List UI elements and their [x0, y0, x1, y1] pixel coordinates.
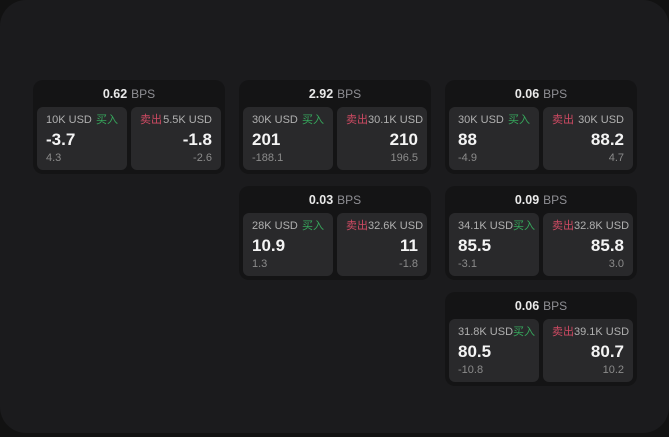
quote-card-4: 0.03 BPS 28K USD 买入 10.9 1.3 卖出 32.6K US…: [239, 186, 431, 280]
sell-price: 210: [389, 130, 418, 149]
sell-amount: 32.6K USD: [368, 220, 424, 232]
buy-sub-value: -3.1: [458, 258, 477, 270]
card-body: 30K USD 买入 88 -4.9 卖出 30K USD 88.2 4.7: [445, 107, 637, 174]
sell-side-label: 卖出: [140, 114, 162, 126]
sell-amount: 30.1K USD: [368, 114, 424, 126]
buy-side-label: 买入: [302, 220, 324, 232]
bps-header: 0.62 BPS: [33, 80, 225, 107]
buy-price: 201: [252, 130, 281, 149]
bps-header: 0.06 BPS: [445, 80, 637, 107]
buy-side-label: 买入: [302, 114, 324, 126]
sell-sub-value: 10.2: [602, 364, 624, 376]
buy-side-label: 买入: [96, 114, 118, 126]
sell-sub-value: 4.7: [608, 152, 624, 164]
sell-price: 85.8: [590, 236, 624, 255]
card-body: 31.8K USD 买入 80.5 -10.8 卖出 39.1K USD 80.…: [445, 319, 637, 386]
bps-value: 2.92: [308, 86, 334, 101]
bps-unit-label: BPS: [131, 86, 156, 101]
buy-amount: 30K USD: [252, 114, 298, 126]
quote-card-grid: 0.62 BPS 10K USD 买入 -3.7 4.3 卖出 5.5K USD: [33, 80, 637, 386]
buy-amount: 28K USD: [252, 220, 298, 232]
buy-price: 88: [458, 130, 477, 149]
sell-side-label: 卖出: [346, 220, 368, 232]
sell-panel[interactable]: 卖出 30.1K USD 210 196.5: [337, 107, 427, 170]
card-body: 34.1K USD 买入 85.5 -3.1 卖出 32.8K USD 85.8…: [445, 213, 637, 280]
sell-panel[interactable]: 卖出 32.6K USD 11 -1.8: [337, 213, 427, 276]
sell-amount: 32.8K USD: [574, 220, 630, 232]
bps-header: 0.09 BPS: [445, 186, 637, 213]
buy-panel[interactable]: 30K USD 买入 201 -188.1: [243, 107, 333, 170]
buy-amount: 10K USD: [46, 114, 92, 126]
buy-panel[interactable]: 34.1K USD 买入 85.5 -3.1: [449, 213, 539, 276]
quote-card-1: 0.62 BPS 10K USD 买入 -3.7 4.3 卖出 5.5K USD: [33, 80, 225, 174]
card-body: 28K USD 买入 10.9 1.3 卖出 32.6K USD 11 -1.8: [239, 213, 431, 280]
sell-price: -1.8: [182, 130, 212, 149]
buy-panel[interactable]: 30K USD 买入 88 -4.9: [449, 107, 539, 170]
bps-unit-label: BPS: [543, 192, 568, 207]
buy-amount: 34.1K USD: [458, 220, 514, 232]
sell-panel[interactable]: 卖出 30K USD 88.2 4.7: [543, 107, 633, 170]
buy-price: 80.5: [458, 342, 492, 361]
buy-sub-value: -188.1: [252, 152, 284, 164]
sell-panel[interactable]: 卖出 5.5K USD -1.8 -2.6: [131, 107, 221, 170]
buy-amount: 31.8K USD: [458, 326, 514, 338]
buy-amount: 30K USD: [458, 114, 504, 126]
sell-panel[interactable]: 卖出 32.8K USD 85.8 3.0: [543, 213, 633, 276]
sell-side-label: 卖出: [552, 114, 574, 126]
bps-unit-label: BPS: [337, 86, 362, 101]
sell-side-label: 卖出: [552, 326, 574, 338]
bps-value: 0.06: [514, 86, 540, 101]
buy-panel[interactable]: 28K USD 买入 10.9 1.3: [243, 213, 333, 276]
buy-sub-value: -10.8: [458, 364, 484, 376]
sell-price: 11: [400, 236, 418, 255]
bps-value: 0.03: [308, 192, 334, 207]
sell-amount: 5.5K USD: [163, 114, 212, 126]
quote-card-5: 0.09 BPS 34.1K USD 买入 85.5 -3.1 卖出 32.8K…: [445, 186, 637, 280]
quote-card-6: 0.06 BPS 31.8K USD 买入 80.5 -10.8 卖出 39.1…: [445, 292, 637, 386]
sell-sub-value: -2.6: [193, 152, 212, 164]
bps-header: 0.06 BPS: [445, 292, 637, 319]
bps-value: 0.62: [102, 86, 128, 101]
bps-header: 0.03 BPS: [239, 186, 431, 213]
card-body: 10K USD 买入 -3.7 4.3 卖出 5.5K USD -1.8 -2.…: [33, 107, 225, 174]
buy-side-label: 买入: [513, 326, 536, 338]
bps-unit-label: BPS: [337, 192, 362, 207]
sell-side-label: 卖出: [552, 220, 574, 232]
buy-side-label: 买入: [513, 220, 536, 232]
buy-panel[interactable]: 10K USD 买入 -3.7 4.3: [37, 107, 127, 170]
bps-value: 0.09: [514, 192, 540, 207]
buy-price: 85.5: [458, 236, 492, 255]
quote-card-3: 0.06 BPS 30K USD 买入 88 -4.9 卖出 30K USD: [445, 80, 637, 174]
sell-sub-value: 196.5: [390, 152, 418, 164]
sell-panel[interactable]: 卖出 39.1K USD 80.7 10.2: [543, 319, 633, 382]
buy-sub-value: -4.9: [458, 152, 477, 164]
sell-sub-value: 3.0: [608, 258, 624, 270]
sell-price: 80.7: [590, 342, 624, 361]
bps-value: 0.06: [514, 298, 540, 313]
buy-sub-value: 1.3: [252, 258, 268, 270]
bps-unit-label: BPS: [543, 86, 568, 101]
bps-unit-label: BPS: [543, 298, 568, 313]
sell-side-label: 卖出: [346, 114, 368, 126]
buy-sub-value: 4.3: [46, 152, 62, 164]
sell-sub-value: -1.8: [399, 258, 418, 270]
buy-price: 10.9: [252, 236, 286, 255]
card-body: 30K USD 买入 201 -188.1 卖出 30.1K USD 210 1…: [239, 107, 431, 174]
bps-header: 2.92 BPS: [239, 80, 431, 107]
buy-price: -3.7: [46, 130, 76, 149]
buy-side-label: 买入: [508, 114, 530, 126]
sell-amount: 30K USD: [578, 114, 624, 126]
buy-panel[interactable]: 31.8K USD 买入 80.5 -10.8: [449, 319, 539, 382]
sell-price: 88.2: [590, 130, 624, 149]
quote-card-2: 2.92 BPS 30K USD 买入 201 -188.1 卖出 30.1K …: [239, 80, 431, 174]
sell-amount: 39.1K USD: [574, 326, 630, 338]
